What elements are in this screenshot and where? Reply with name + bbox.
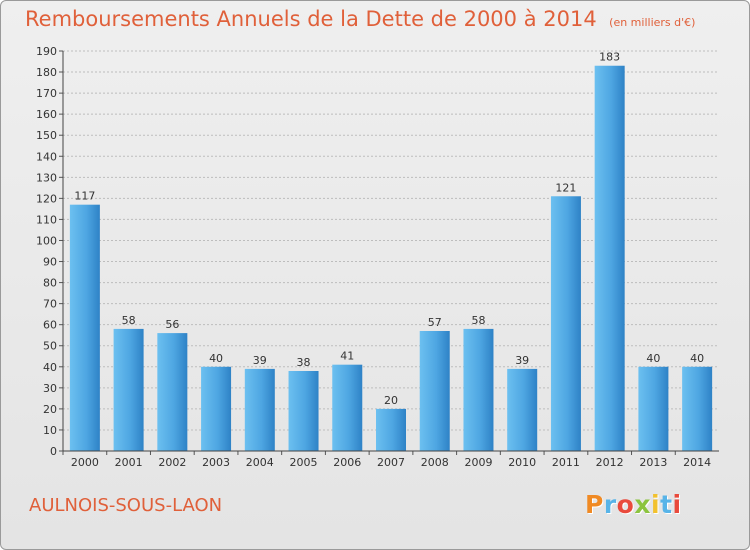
y-tick-label: 90 [43,256,57,269]
bar-2004 [244,368,275,451]
x-tick-label: 2009 [464,456,492,469]
y-tick-label: 100 [36,234,57,247]
y-tick-label: 130 [36,171,57,184]
logo-letter: t [660,490,673,519]
y-tick-label: 80 [43,277,57,290]
bar-2003 [201,366,232,451]
bar-value-label: 20 [384,394,398,407]
chart-unit-subtitle: (en milliers d'€) [609,16,696,29]
y-tick-label: 60 [43,319,57,332]
x-tick-label: 2013 [639,456,667,469]
x-tick-label: 2014 [683,456,711,469]
x-tick-label: 2001 [115,456,143,469]
y-tick-label: 30 [43,382,57,395]
bar-2010 [507,368,538,451]
y-tick-label: 140 [36,150,57,163]
bar-value-label: 39 [253,354,267,367]
y-tick-label: 50 [43,340,57,353]
bar-2008 [419,331,450,451]
y-tick-label: 20 [43,403,57,416]
y-tick-label: 160 [36,108,57,121]
bar-value-label: 38 [297,356,311,369]
logo-letter: r [603,490,617,519]
bar-2002 [157,333,188,451]
x-tick-label: 2003 [202,456,230,469]
bar-value-label: 40 [209,352,223,365]
y-tick-label: 150 [36,129,57,142]
bar-2001 [113,328,144,451]
logo-letter: x [634,490,651,519]
bar-2009 [463,328,494,451]
logo-letter: i [672,490,682,519]
x-tick-label: 2002 [158,456,186,469]
bar-value-label: 58 [122,314,136,327]
bar-2007 [376,408,406,451]
y-tick-label: 190 [36,45,57,58]
bar-2000 [69,204,100,451]
x-axis-ticks: 2000 2001 2002 2003 2004 2005 2006 2007 2008 2009… [62,451,711,469]
logo-letter: o [616,490,635,519]
x-tick-label: 2004 [246,456,274,469]
y-tick-label: 70 [43,298,57,311]
y-tick-label: 180 [36,66,57,79]
proxiti-logo[interactable]: Proxiti [585,490,682,519]
logo-letter: P [585,490,604,519]
bar-2006 [332,364,363,451]
title-row: Remboursements Annuels de la Dette de 20… [25,7,695,31]
x-tick-label: 2010 [508,456,536,469]
chart-title: Remboursements Annuels de la Dette de 20… [25,7,597,31]
y-tick-label: 40 [43,361,57,374]
x-tick-label: 2007 [377,456,405,469]
y-tick-label: 110 [36,213,57,226]
bar-2012 [594,65,625,451]
bar-value-label: 56 [165,318,179,331]
y-tick-label: 10 [43,424,57,437]
bar-value-label: 40 [690,352,704,365]
bar-value-label: 58 [471,314,485,327]
x-tick-label: 2011 [552,456,580,469]
bar-2011 [550,196,581,451]
y-tick-label: 120 [36,192,57,205]
y-axis-ticks: 0 10 20 30 40 50 60 70 80 90 100 110 120 130 140 150 160… [36,45,63,458]
bar-value-label: 40 [646,352,660,365]
x-tick-label: 2005 [290,456,318,469]
y-tick-label: 170 [36,87,57,100]
logo-letter: i [651,490,661,519]
bar-2014 [682,366,713,451]
x-tick-label: 2006 [333,456,361,469]
bar-value-label: 121 [555,181,576,194]
city-name: AULNOIS-SOUS-LAON [29,495,223,516]
x-tick-label: 2008 [421,456,449,469]
y-tick-label: 0 [50,445,57,458]
bar-value-label: 117 [74,190,95,203]
x-tick-label: 2000 [71,456,99,469]
bar-value-label: 41 [340,350,354,363]
bar-value-labels: 117 58 56 40 39 38 41 20 57 58 39 121 183 40 40 [74,51,704,407]
bars [69,65,713,451]
bar-2013 [638,366,669,451]
bar-value-label: 39 [515,354,529,367]
bar-2005 [288,371,319,451]
bar-value-label: 57 [428,316,442,329]
x-tick-label: 2012 [596,456,624,469]
bar-value-label: 183 [599,51,620,64]
